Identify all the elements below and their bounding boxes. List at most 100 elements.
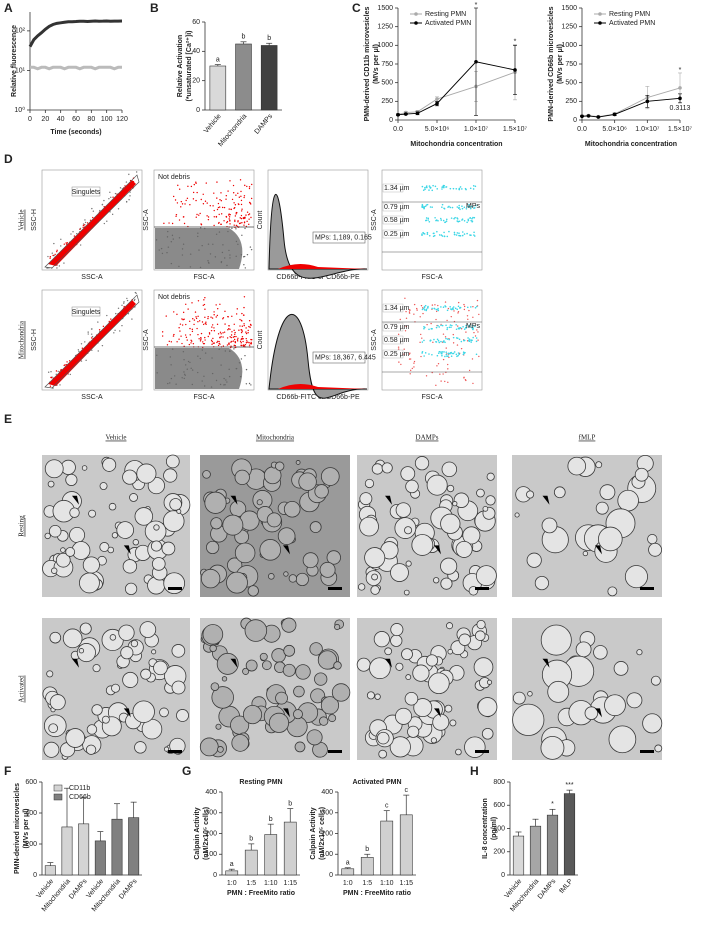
event-dot	[234, 220, 236, 223]
event-dot	[181, 377, 183, 379]
vesicle	[481, 727, 494, 740]
event-dot	[239, 375, 242, 378]
vesicle	[404, 691, 419, 706]
event-dot	[228, 218, 230, 220]
event-dot	[241, 330, 243, 332]
event-dot	[183, 371, 185, 373]
event-dot	[449, 352, 451, 355]
event-dot	[421, 233, 423, 235]
vesicle	[275, 461, 285, 471]
vesicle	[99, 482, 108, 490]
vesicle	[159, 707, 169, 718]
vesicle	[404, 526, 413, 535]
x-tick-label: 1:0	[227, 880, 237, 887]
vesicle	[582, 550, 589, 557]
event-dot	[190, 185, 193, 188]
vesicle	[216, 652, 239, 675]
event-dot	[200, 224, 203, 226]
event-dot	[199, 357, 202, 360]
event-dot	[240, 217, 243, 220]
vesicle	[211, 686, 234, 709]
vesicle	[598, 526, 623, 552]
vesicle	[65, 728, 86, 748]
event-dot	[61, 374, 63, 376]
event-dot	[397, 348, 400, 350]
event-dot	[226, 381, 228, 383]
event-dot	[419, 341, 421, 344]
event-dot	[167, 246, 170, 248]
scale-bar	[168, 750, 182, 753]
event-dot	[245, 342, 248, 344]
event-dot	[236, 308, 238, 310]
event-dot	[102, 331, 104, 334]
event-dot	[224, 350, 227, 352]
event-dot	[65, 242, 67, 244]
bead-label-box	[382, 202, 404, 212]
event-dot	[107, 330, 109, 332]
bar	[260, 45, 278, 111]
event-dot	[228, 324, 230, 327]
vesicle	[486, 679, 493, 685]
event-dot	[56, 249, 58, 252]
histogram	[268, 314, 368, 399]
event-dot	[184, 203, 186, 205]
event-dot	[209, 205, 211, 207]
event-dot	[458, 220, 461, 223]
event-dot	[200, 227, 202, 229]
event-dot	[186, 368, 188, 370]
event-dot	[196, 213, 198, 216]
event-dot	[207, 316, 209, 318]
plot-x-label: SSC-A	[81, 274, 103, 281]
vesicle	[69, 527, 86, 543]
event-dot	[413, 362, 415, 364]
event-dot	[92, 210, 95, 212]
event-dot	[421, 206, 423, 208]
bar	[244, 849, 258, 876]
event-dot	[472, 382, 474, 385]
event-dot	[442, 333, 445, 335]
event-dot	[461, 207, 464, 210]
event-dot	[244, 227, 246, 230]
legend-label: Activated PMN	[609, 20, 655, 27]
event-dot	[445, 324, 447, 327]
bar	[380, 820, 394, 876]
y-tick-label: 10⁰	[14, 106, 25, 114]
event-dot	[232, 336, 235, 338]
vesicle	[79, 572, 100, 594]
event-dot	[436, 230, 438, 233]
event-dot	[462, 325, 464, 328]
event-dot	[216, 181, 218, 183]
event-dot	[240, 254, 243, 256]
vesicle	[215, 723, 222, 730]
event-dot	[427, 219, 430, 221]
event-dot	[248, 223, 250, 226]
event-dot	[229, 254, 231, 256]
event-dot	[156, 354, 158, 357]
event-dot	[232, 184, 235, 187]
vesicle	[217, 746, 224, 753]
event-dot	[453, 310, 455, 312]
vesicle	[209, 644, 217, 653]
vesicle	[176, 508, 182, 514]
event-dot	[472, 188, 475, 190]
event-dot	[198, 338, 200, 340]
vesicle	[526, 490, 535, 499]
event-dot	[210, 386, 213, 388]
event-dot	[63, 262, 65, 264]
vesicle	[407, 725, 420, 738]
vesicle	[381, 462, 393, 474]
event-dot	[465, 331, 467, 333]
event-dot	[189, 334, 191, 336]
bead-label-box	[382, 215, 404, 225]
point	[404, 112, 408, 116]
event-dot	[182, 318, 184, 321]
event-dot	[210, 339, 213, 342]
vesicle	[268, 712, 290, 733]
event-dot	[470, 306, 472, 308]
event-dot	[425, 375, 428, 377]
event-dot	[466, 306, 469, 309]
point	[678, 86, 682, 90]
significance-letter: b	[267, 35, 271, 42]
event-dot	[243, 195, 246, 197]
vesicle	[281, 617, 297, 633]
